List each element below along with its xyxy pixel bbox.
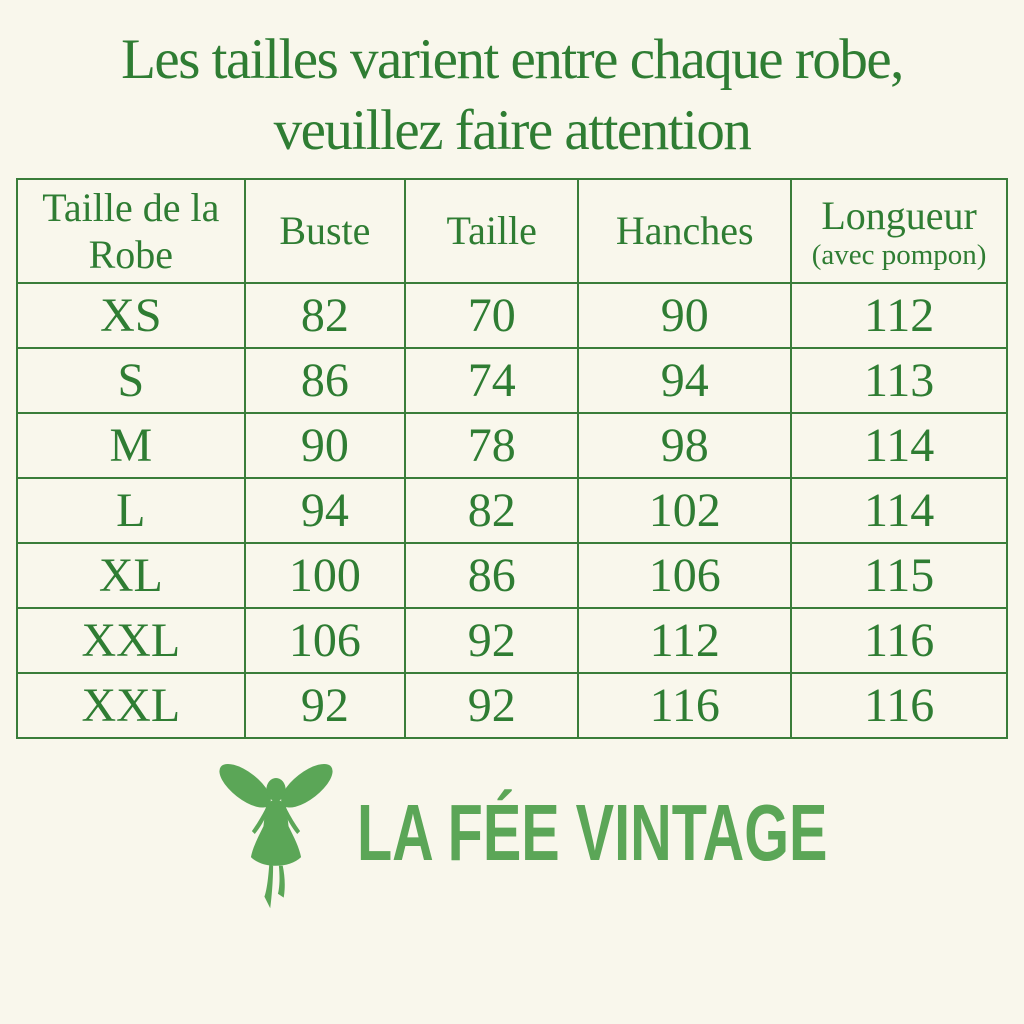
cell-hanches: 90 bbox=[577, 282, 793, 349]
cell-hanches: 116 bbox=[577, 672, 793, 739]
cell-longueur: 116 bbox=[790, 607, 1008, 674]
cell-size: XL bbox=[16, 542, 246, 609]
cell-buste: 94 bbox=[243, 477, 407, 544]
table-row-l: L 94 82 102 114 bbox=[16, 477, 1008, 544]
cell-buste: 106 bbox=[243, 607, 407, 674]
cell-size: M bbox=[16, 412, 246, 479]
table-row-xs: XS 82 70 90 112 bbox=[16, 282, 1008, 349]
size-table: Taille de la Robe Buste Taille Hanches L… bbox=[16, 178, 1008, 739]
cell-longueur: 114 bbox=[790, 412, 1008, 479]
table-header-row: Taille de la Robe Buste Taille Hanches L… bbox=[16, 178, 1008, 284]
table-row-m: M 90 78 98 114 bbox=[16, 412, 1008, 479]
cell-taille: 78 bbox=[404, 412, 580, 479]
table-row-xxl-1: XXL 106 92 112 116 bbox=[16, 607, 1008, 674]
header-label: Taille bbox=[446, 208, 537, 254]
cell-longueur: 112 bbox=[790, 282, 1008, 349]
cell-taille: 70 bbox=[404, 282, 580, 349]
cell-size: S bbox=[16, 347, 246, 414]
cell-size: XXL bbox=[16, 672, 246, 739]
header-label: Hanches bbox=[615, 208, 754, 254]
cell-longueur: 114 bbox=[790, 477, 1008, 544]
cell-hanches: 94 bbox=[577, 347, 793, 414]
header-taille: Taille bbox=[404, 178, 580, 284]
title-line-2: veuillez faire attention bbox=[273, 99, 752, 162]
title-line-1: Les tailles varient entre chaque robe, bbox=[121, 28, 904, 91]
cell-buste: 92 bbox=[243, 672, 407, 739]
cell-taille: 86 bbox=[404, 542, 580, 609]
cell-size: XXL bbox=[16, 607, 246, 674]
brand-name-wrap: LA FÉE VINTAGE bbox=[357, 778, 827, 888]
cell-taille: 82 bbox=[404, 477, 580, 544]
header-buste: Buste bbox=[243, 178, 407, 284]
cell-hanches: 98 bbox=[577, 412, 793, 479]
table-row-xl: XL 100 86 106 115 bbox=[16, 542, 1008, 609]
cell-taille: 92 bbox=[404, 672, 580, 739]
cell-buste: 86 bbox=[243, 347, 407, 414]
header-longueur: Longueur (avec pompon) bbox=[790, 178, 1008, 284]
cell-longueur: 115 bbox=[790, 542, 1008, 609]
cell-longueur: 116 bbox=[790, 672, 1008, 739]
header-label: Buste bbox=[279, 208, 371, 254]
header-label: Taille de la Robe bbox=[42, 184, 220, 277]
header-hanches: Hanches bbox=[577, 178, 793, 284]
cell-buste: 100 bbox=[243, 542, 407, 609]
cell-size: XS bbox=[16, 282, 246, 349]
brand-logo: LA FÉE VINTAGE bbox=[0, 751, 1024, 915]
cell-hanches: 112 bbox=[577, 607, 793, 674]
header-sublabel: (avec pompon) bbox=[811, 239, 987, 272]
cell-taille: 74 bbox=[404, 347, 580, 414]
table-row-xxl-2: XXL 92 92 116 116 bbox=[16, 672, 1008, 739]
header-label: Longueur bbox=[821, 192, 977, 238]
cell-longueur: 113 bbox=[790, 347, 1008, 414]
cell-taille: 92 bbox=[404, 607, 580, 674]
cell-size: L bbox=[16, 477, 246, 544]
page-title: Les tailles varient entre chaque robe, v… bbox=[0, 0, 1024, 166]
cell-buste: 82 bbox=[243, 282, 407, 349]
header-taille-de-la-robe: Taille de la Robe bbox=[16, 178, 246, 284]
brand-name: LA FÉE VINTAGE bbox=[357, 788, 828, 877]
table-row-s: S 86 74 94 113 bbox=[16, 347, 1008, 414]
cell-hanches: 106 bbox=[577, 542, 793, 609]
cell-buste: 90 bbox=[243, 412, 407, 479]
cell-hanches: 102 bbox=[577, 477, 793, 544]
fairy-icon bbox=[219, 763, 333, 909]
